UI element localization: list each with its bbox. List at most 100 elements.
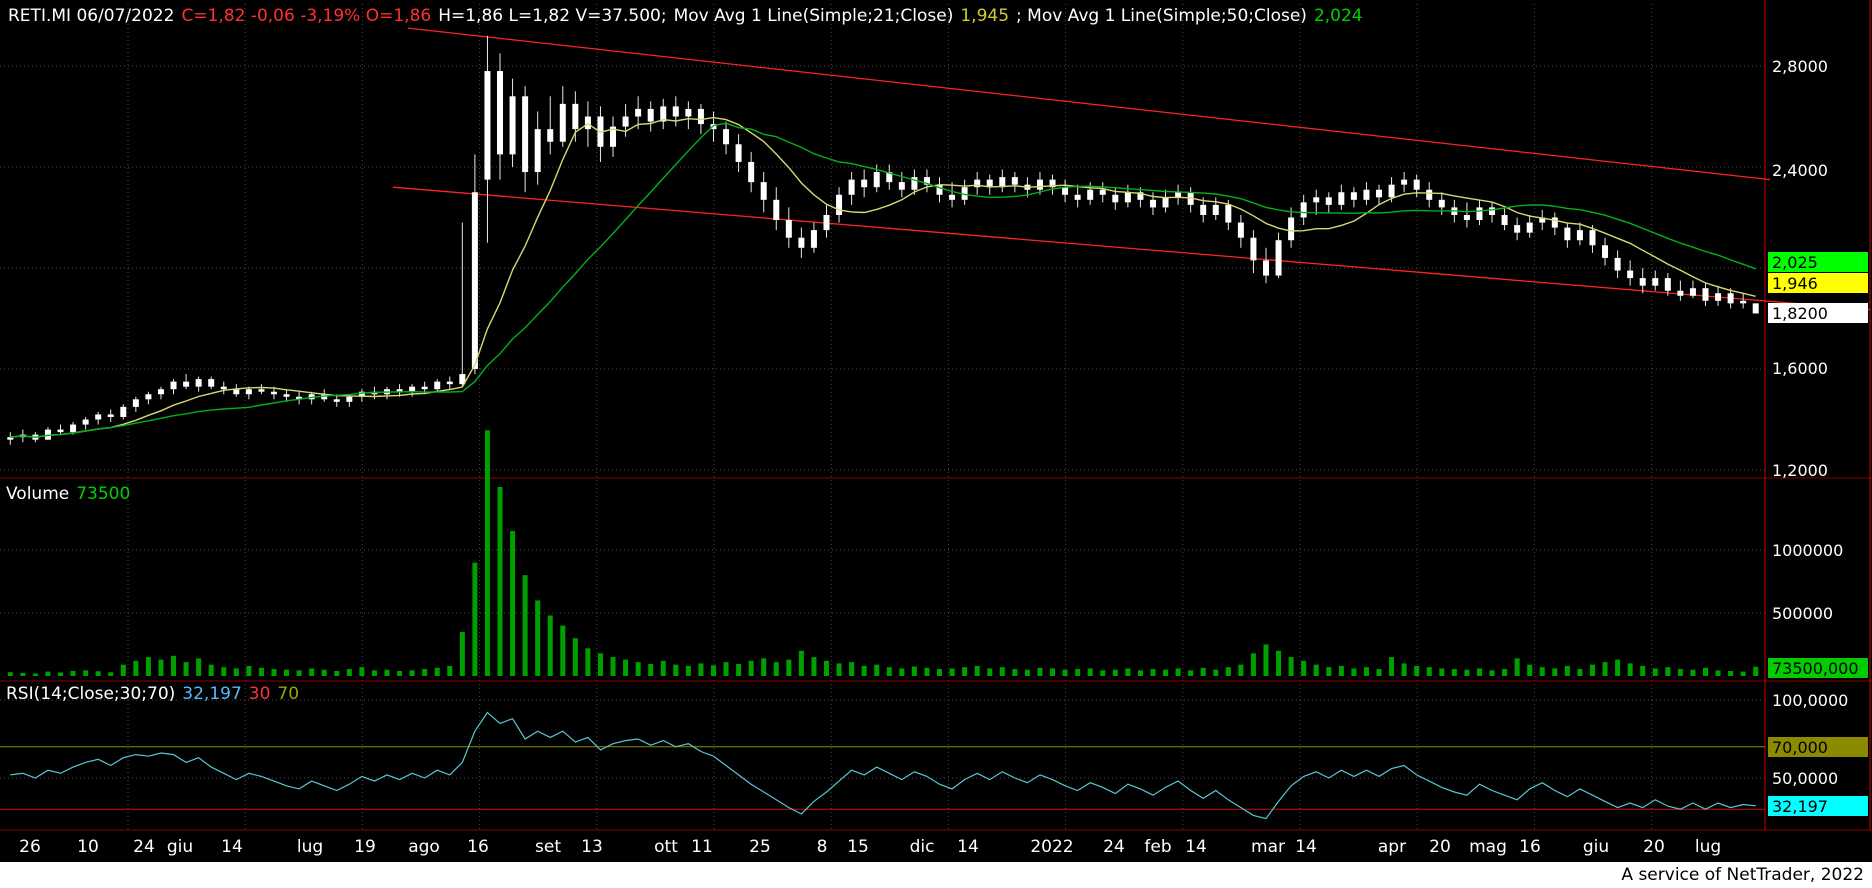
- volume-bar: [811, 657, 817, 676]
- volume-bar: [1276, 650, 1282, 676]
- volume-bar: [83, 670, 89, 676]
- volume-bar: [1577, 669, 1583, 676]
- volume-bar: [1627, 663, 1633, 676]
- volume-bar: [1426, 667, 1432, 676]
- candle-body: [1576, 230, 1583, 241]
- volume-bar: [1740, 671, 1746, 676]
- candle-body: [961, 187, 968, 200]
- volume-value: 73500: [76, 484, 131, 504]
- candle-body: [559, 103, 566, 142]
- volume-bar: [1502, 669, 1508, 676]
- x-axis-label: ott: [654, 837, 678, 857]
- x-axis-label: 20: [1643, 837, 1665, 857]
- candle-body: [208, 379, 215, 387]
- x-axis-label: 16: [1519, 837, 1541, 857]
- candle-body: [434, 381, 441, 390]
- candle-body: [446, 381, 453, 385]
- axis-tag-text: 2,025: [1772, 253, 1818, 272]
- x-axis-label: dic: [910, 837, 935, 857]
- axis-tag-text: 1,946: [1772, 274, 1818, 293]
- volume-bar: [1602, 662, 1608, 676]
- volume-bar: [459, 631, 465, 676]
- candle-body: [195, 379, 202, 387]
- candle-body: [547, 129, 554, 142]
- candle-body: [1551, 217, 1558, 228]
- candle-body: [1288, 217, 1295, 241]
- volume-bar: [1075, 669, 1081, 676]
- volume-bar: [1125, 668, 1131, 676]
- volume-bar: [1702, 667, 1708, 676]
- candle-body: [974, 179, 981, 188]
- x-axis-label: 16: [467, 837, 489, 857]
- volume-bar: [1363, 667, 1369, 676]
- volume-bar: [1137, 670, 1143, 676]
- volume-bar: [510, 531, 516, 676]
- ma21-indicator-value: 1,945: [960, 6, 1010, 26]
- volume-bar: [120, 664, 126, 676]
- volume-bar: [1188, 670, 1194, 676]
- volume-bar: [221, 667, 227, 676]
- grid: [0, 4, 1765, 830]
- volume-bar: [623, 659, 629, 676]
- volume-bar: [1728, 670, 1734, 676]
- volume-bar: [1288, 657, 1294, 676]
- volume-bar: [937, 669, 943, 676]
- volume-bar: [271, 669, 277, 676]
- x-axis-label: 24: [133, 837, 155, 857]
- candle-body: [396, 389, 403, 392]
- candle-body: [95, 414, 102, 420]
- service-credit: A service of NetTrader, 2022: [1621, 865, 1864, 885]
- candle-body: [82, 419, 89, 425]
- x-axis-label: lug: [1695, 837, 1721, 857]
- rsi-title: RSI(14;Close;30;70): [6, 684, 176, 704]
- rsi-axis-label: 100,0000: [1772, 691, 1848, 710]
- candle-body: [1652, 278, 1659, 286]
- candle-body: [1200, 204, 1207, 215]
- x-axis-label: 2022: [1030, 837, 1073, 857]
- volume-bar: [422, 669, 428, 676]
- candle-body: [1350, 192, 1357, 200]
- candle-body: [1074, 194, 1081, 200]
- volume-bar: [1150, 669, 1156, 676]
- candle-body: [258, 389, 265, 392]
- volume-bar: [585, 648, 591, 676]
- candle-body: [685, 108, 692, 117]
- volume-bar: [158, 659, 164, 676]
- candle-body: [1124, 192, 1131, 203]
- candle-body: [471, 192, 478, 369]
- volume-bar: [309, 668, 315, 676]
- chart-canvas[interactable]: 2,8000 2,4000 1,6000 1,2000 1000000 500000 100…: [0, 0, 1872, 862]
- candle-body: [1489, 207, 1496, 215]
- candle-body: [660, 106, 667, 122]
- candle-body: [1175, 192, 1182, 198]
- candle-body: [1388, 184, 1395, 198]
- volume-bar: [58, 672, 64, 676]
- x-axis-label: apr: [1378, 837, 1406, 857]
- volume-bar: [660, 660, 666, 676]
- candle-body: [635, 108, 642, 117]
- volume-bar: [572, 638, 578, 676]
- candle-body: [1401, 179, 1408, 185]
- volume-bar: [1225, 667, 1231, 676]
- candle-body: [1237, 222, 1244, 238]
- volume-bar: [723, 662, 729, 676]
- candle-body: [773, 199, 780, 221]
- volume-bar: [836, 663, 842, 676]
- volume-bar: [1615, 659, 1621, 676]
- axis-tag-text: 70,000: [1772, 738, 1828, 757]
- candle-body: [1162, 197, 1169, 208]
- rsi-low-level-label: 30: [248, 684, 271, 704]
- volume-bar: [171, 655, 177, 676]
- volume-bar: [1100, 670, 1106, 676]
- volume-bar: [1050, 668, 1056, 676]
- volume-bar: [1552, 668, 1558, 676]
- candle-body: [1664, 278, 1671, 291]
- candle-body: [70, 424, 77, 433]
- volume-bar: [1200, 667, 1206, 676]
- candle-body: [1702, 288, 1709, 301]
- volume-bar: [1263, 644, 1269, 676]
- volume-bar: [823, 660, 829, 676]
- rsi-70-tag: 70,000: [1768, 737, 1868, 757]
- volume-bar: [1238, 664, 1244, 676]
